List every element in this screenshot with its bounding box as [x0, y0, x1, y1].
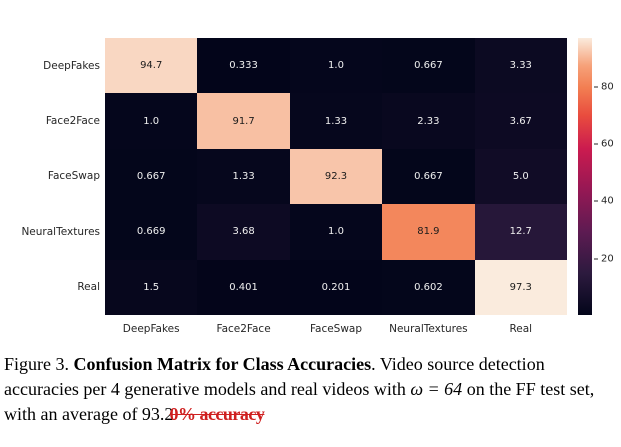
y-axis-label-FaceSwap: FaceSwap: [47, 170, 100, 183]
heatmap-cell-Real-Real: 97.3: [474, 259, 567, 315]
colorbar-tick-mark: [594, 200, 598, 202]
colorbar-tick-40: 40: [594, 196, 614, 207]
colorbar-tick-label: 80: [601, 81, 614, 93]
heatmap-cell-Face2Face-NeuralTextures: 2.33: [382, 93, 475, 149]
heatmap-cell-Face2Face-Face2Face: 91.7: [197, 93, 290, 149]
y-axis-label-NeuralTextures: NeuralTextures: [21, 225, 100, 238]
x-axis-label-FaceSwap: FaceSwap: [309, 323, 363, 335]
heatmap-cell-NeuralTextures-FaceSwap: 1.0: [289, 204, 383, 260]
heatmap-cell-Face2Face-Real: 3.67: [474, 93, 567, 149]
figure-caption: Figure 3. Confusion Matrix for Class Acc…: [0, 352, 621, 426]
y-axis-labels: DeepFakes Face2Face FaceSwap NeuralTextures…: [4, 38, 100, 315]
heatmap-cell-Real-FaceSwap: 0.201: [289, 259, 383, 315]
confusion-matrix-chart: DeepFakes Face2Face FaceSwap NeuralTextures…: [4, 38, 614, 337]
x-axis-label-NeuralTextures: NeuralTextures: [389, 323, 468, 335]
colorbar-gradient: [578, 38, 592, 315]
heatmap-cell-Real-Face2Face: 0.401: [197, 259, 290, 315]
heatmap-cell-Face2Face-DeepFakes: 1.0: [105, 93, 198, 149]
colorbar-tick-20: 20: [594, 253, 614, 264]
x-axis-label-DeepFakes: DeepFakes: [122, 323, 180, 335]
x-axis-labels: DeepFakes Face2Face FaceSwap NeuralTextures…: [105, 321, 567, 337]
caption-title: Confusion Matrix for Class Accuracies: [73, 354, 372, 374]
heatmap-cell-FaceSwap-DeepFakes: 0.667: [105, 148, 198, 205]
heatmap-cell-Face2Face-FaceSwap: 1.33: [289, 93, 383, 149]
colorbar-ticks: 20 40 60 80: [594, 38, 621, 315]
y-axis-label-Real: Real: [77, 281, 100, 294]
caption-figure-label: Figure 3.: [4, 354, 74, 374]
heatmap-cell-DeepFakes-FaceSwap: 1.0: [289, 38, 383, 94]
colorbar-tick-60: 60: [594, 139, 614, 150]
heatmap-cell-FaceSwap-NeuralTextures: 0.667: [382, 148, 475, 205]
heatmap-cell-DeepFakes-Face2Face: 0.333: [197, 38, 290, 94]
colorbar-tick-label: 40: [601, 195, 614, 207]
heatmap-cell-FaceSwap-Real: 5.0: [474, 148, 567, 205]
heatmap-cell-NeuralTextures-Real: 12.7: [474, 204, 567, 260]
caption-tail: on the FF test set, with an average of 9…: [4, 378, 595, 424]
y-axis-label-Face2Face: Face2Face: [45, 115, 100, 128]
colorbar-tick-mark: [594, 86, 598, 88]
caption-body: . Video source detection accuracies per …: [4, 354, 545, 399]
heatmap-cell-DeepFakes-DeepFakes: 94.7: [105, 38, 198, 94]
caption-watermark: 0% accuracy: [169, 403, 265, 424]
y-axis-label-DeepFakes: DeepFakes: [43, 59, 100, 72]
colorbar-tick-mark: [594, 258, 598, 260]
heatmap-cell-DeepFakes-Real: 3.33: [474, 38, 567, 94]
heatmap-cell-Real-NeuralTextures: 0.602: [382, 259, 475, 315]
colorbar-tick-label: 60: [601, 138, 614, 150]
heatmap-cell-NeuralTextures-NeuralTextures: 81.9: [382, 204, 475, 260]
caption-math: ω = 64: [410, 378, 463, 399]
colorbar-tick-80: 80: [594, 82, 614, 93]
heatmap-cell-NeuralTextures-Face2Face: 3.68: [197, 204, 290, 260]
colorbar: 20 40 60 80: [578, 38, 614, 315]
colorbar-tick-label: 20: [601, 253, 614, 265]
heatmap-cell-FaceSwap-Face2Face: 1.33: [197, 148, 290, 205]
heatmap-cell-DeepFakes-NeuralTextures: 0.667: [382, 38, 475, 94]
x-axis-label-Face2Face: Face2Face: [216, 323, 271, 335]
heatmap-grid: 94.7 0.333 1.0 0.667 3.33 1.0 91.7 1.33 2.33 3.67…: [105, 38, 567, 315]
heatmap-cell-Real-DeepFakes: 1.5: [105, 259, 198, 315]
colorbar-tick-mark: [594, 143, 598, 145]
heatmap-cell-NeuralTextures-DeepFakes: 0.669: [105, 204, 198, 260]
x-axis-label-Real: Real: [509, 323, 533, 335]
heatmap-cell-FaceSwap-FaceSwap: 92.3: [289, 148, 383, 205]
